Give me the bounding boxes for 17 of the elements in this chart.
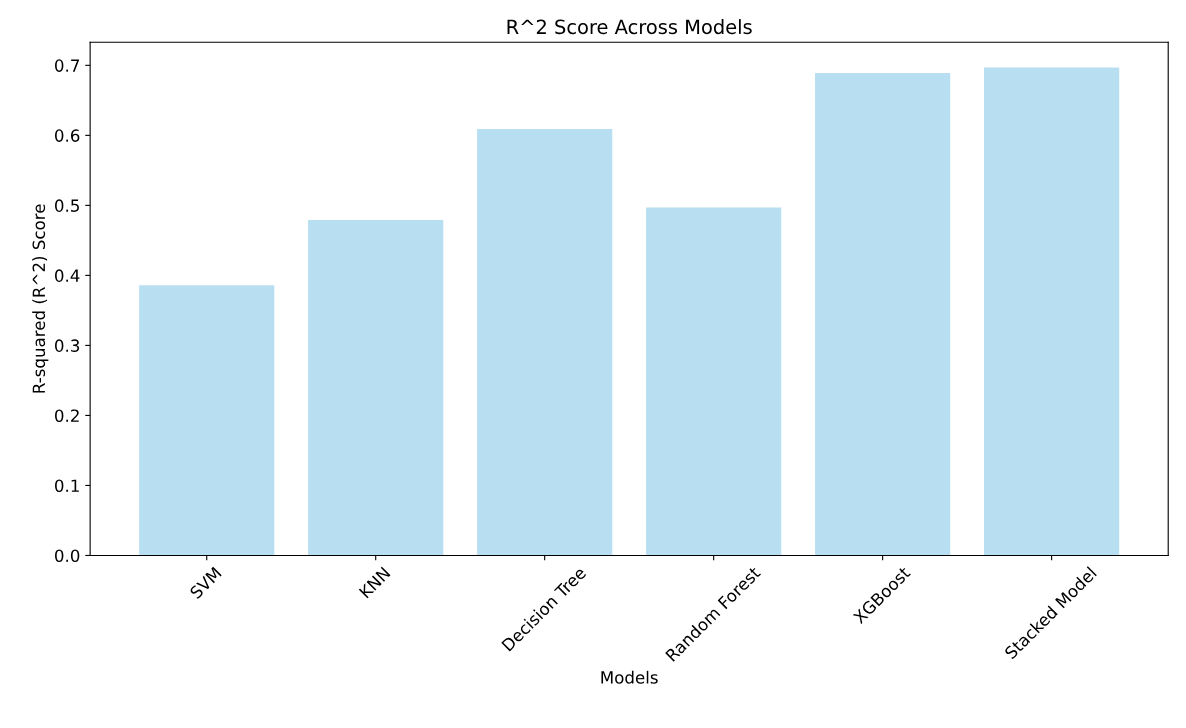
bar	[477, 129, 613, 556]
y-tick-label: 0.5	[55, 199, 79, 212]
bar	[139, 285, 275, 556]
x-axis-title: Models	[601, 670, 658, 684]
y-tick-label: 0.7	[55, 59, 79, 72]
bar	[308, 220, 444, 556]
y-tick-label: 0.4	[55, 269, 80, 282]
bar	[815, 73, 951, 556]
y-tick-label: 0.1	[55, 479, 79, 493]
bar	[646, 207, 782, 556]
y-tick-label: 0.3	[55, 339, 80, 352]
bar	[984, 67, 1120, 556]
y-tick-label: 0.0	[55, 549, 80, 563]
y-tick-label: 0.6	[55, 129, 80, 142]
y-axis-title: R-squared (R^2) Score	[32, 204, 49, 393]
y-tick-label: 0.2	[55, 409, 79, 422]
chart-title: R^2 Score Across Models	[507, 19, 752, 35]
